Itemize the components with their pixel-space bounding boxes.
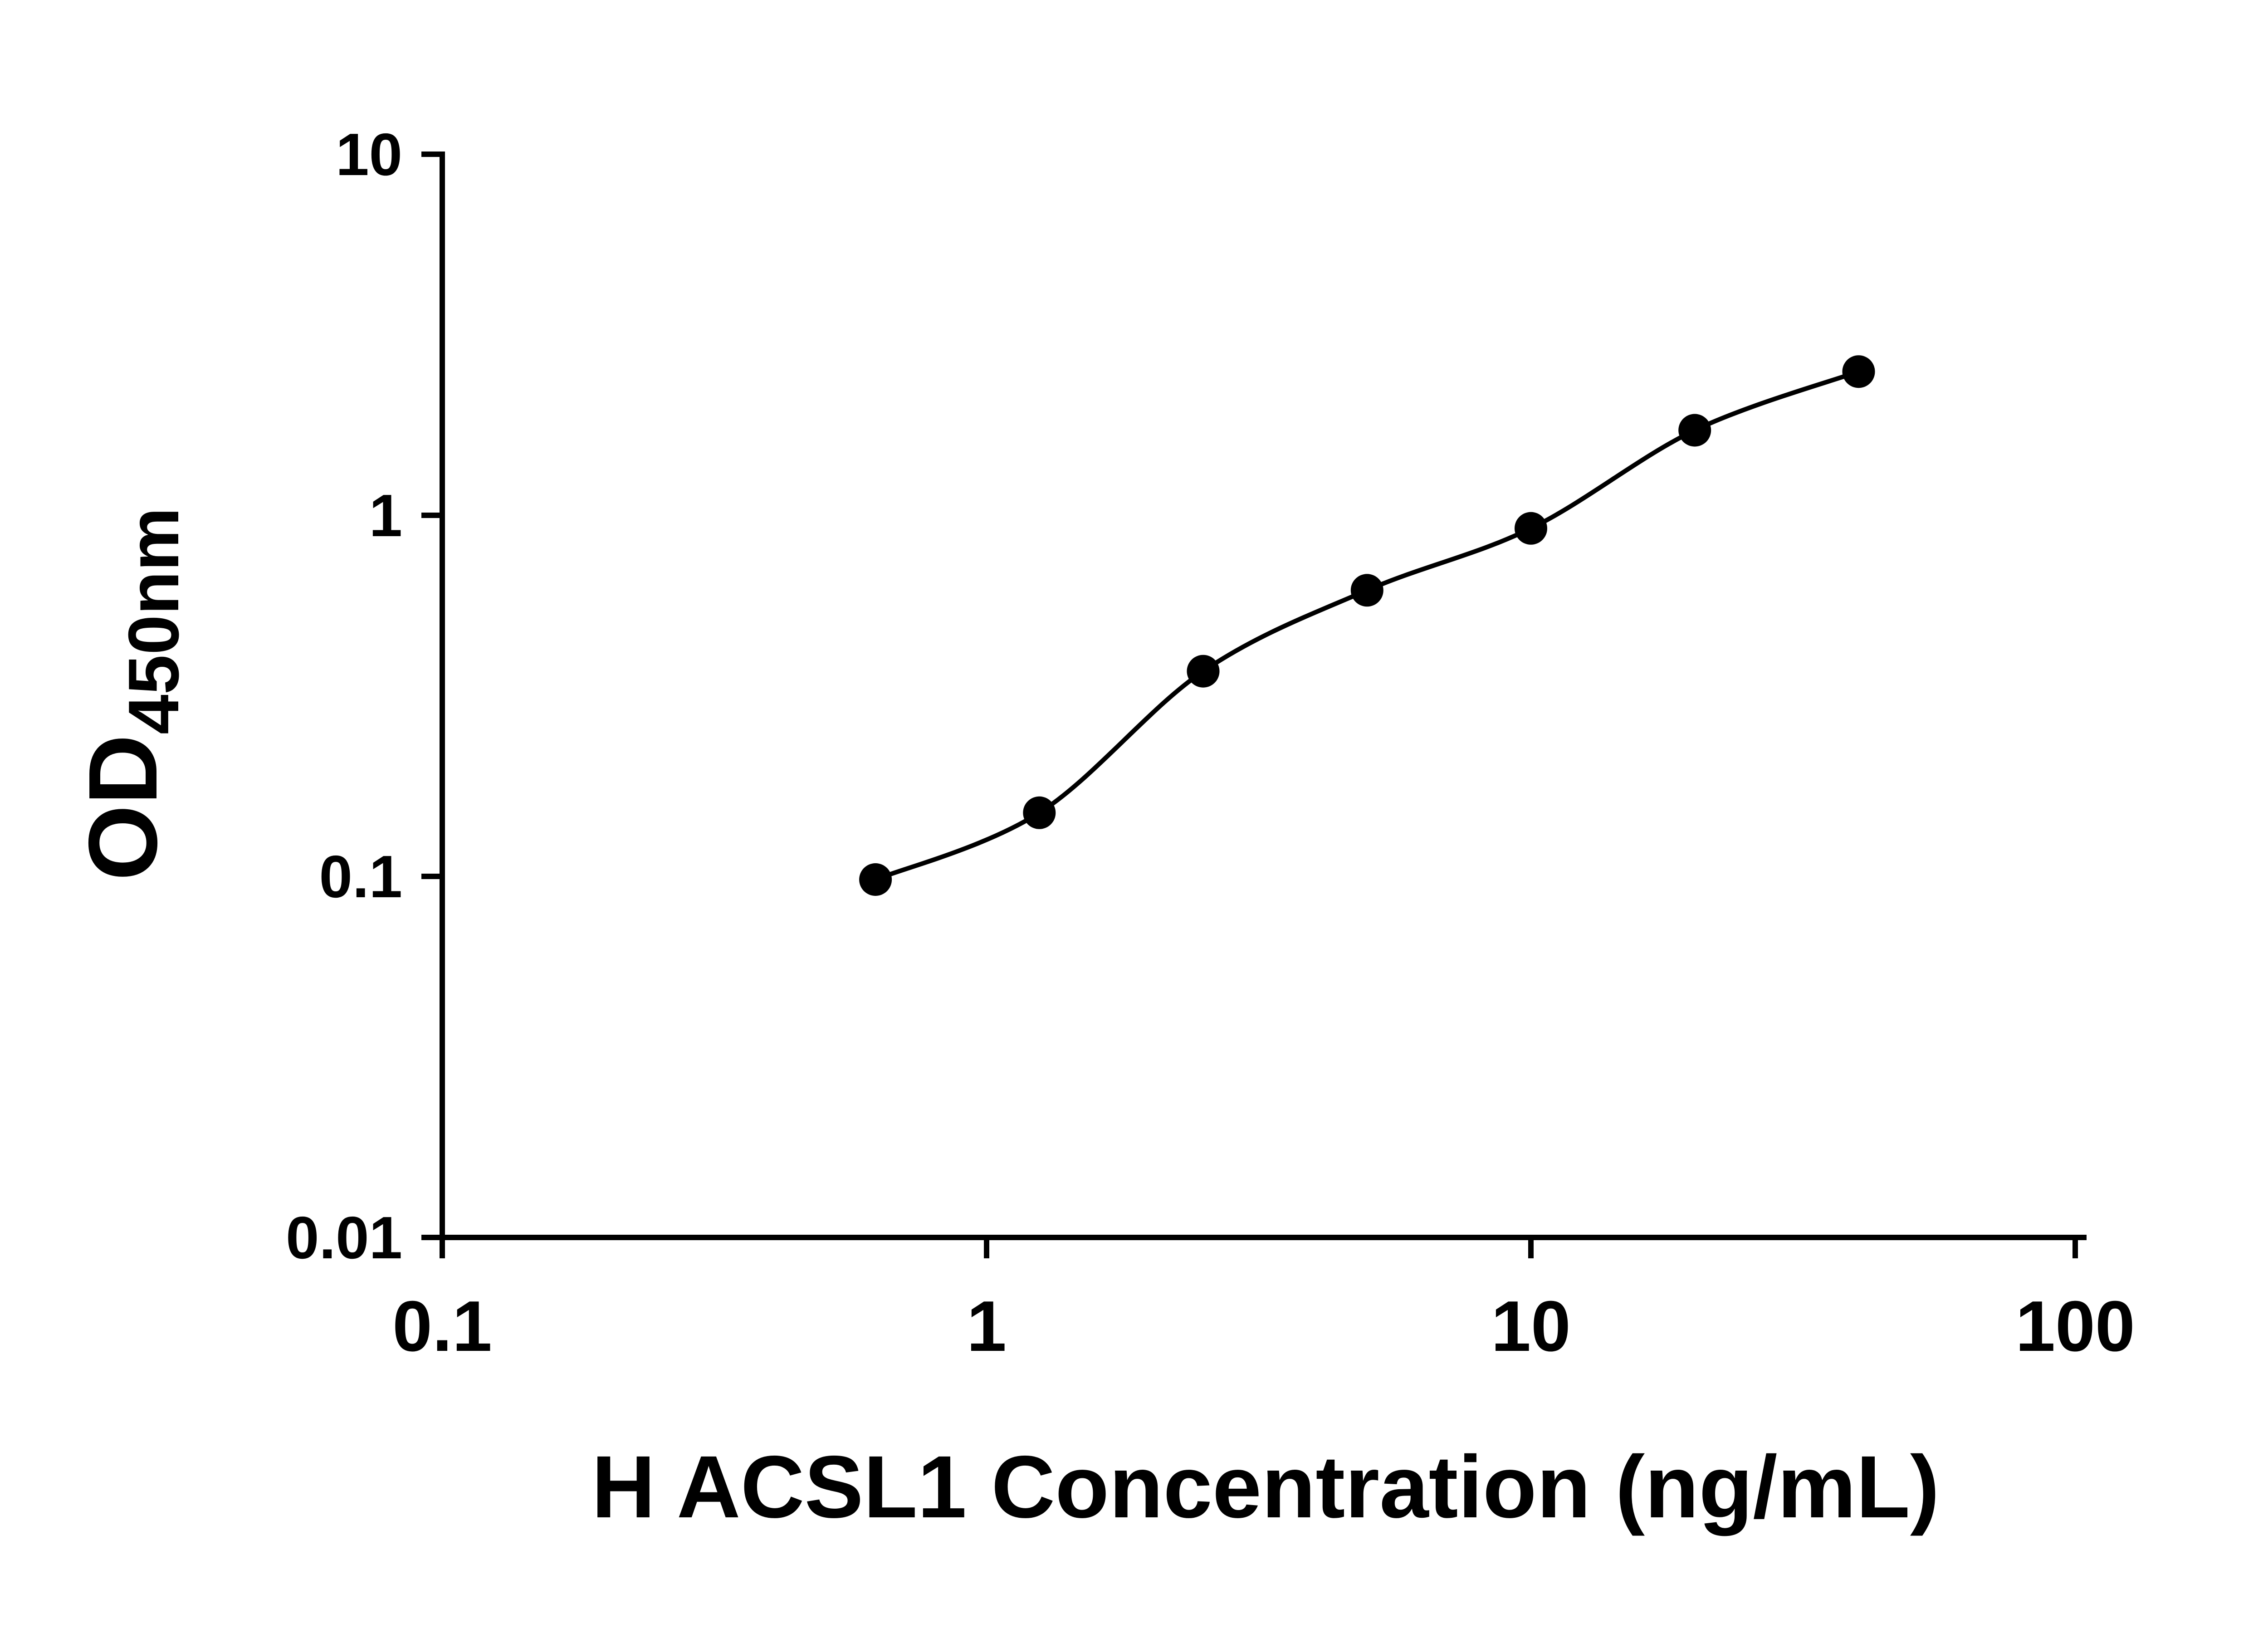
y-tick-label: 10 xyxy=(336,121,402,188)
y-tick-label: 1 xyxy=(369,482,402,549)
y-axis-title: OD450nm xyxy=(68,507,194,880)
data-series xyxy=(859,355,1875,896)
data-point-marker xyxy=(1678,414,1711,447)
x-tick-label: 1 xyxy=(967,1286,1007,1366)
data-point-marker xyxy=(1023,796,1056,829)
y-axis-title-subscript: 450nm xyxy=(114,507,194,734)
y-axis-title-main: OD xyxy=(68,734,177,881)
x-tick-label: 0.1 xyxy=(392,1286,492,1366)
fit-curve xyxy=(875,369,1860,882)
axes xyxy=(440,152,2087,1240)
data-point-marker xyxy=(1350,574,1383,607)
x-axis-title: H ACSL1 Concentration (ng/mL) xyxy=(591,1437,1940,1536)
data-point-marker xyxy=(1515,512,1547,545)
y-tick-label: 0.1 xyxy=(319,843,403,910)
data-point-marker xyxy=(859,863,892,896)
data-point-marker xyxy=(1842,355,1875,388)
x-tick-label: 100 xyxy=(2015,1286,2135,1366)
axis-ticks: 10 1 0.1 0.01 0.1 1 10 100 xyxy=(286,121,2135,1366)
y-tick-label: 0.01 xyxy=(286,1204,402,1271)
data-point-marker xyxy=(1187,655,1220,688)
x-tick-label: 10 xyxy=(1491,1286,1571,1366)
